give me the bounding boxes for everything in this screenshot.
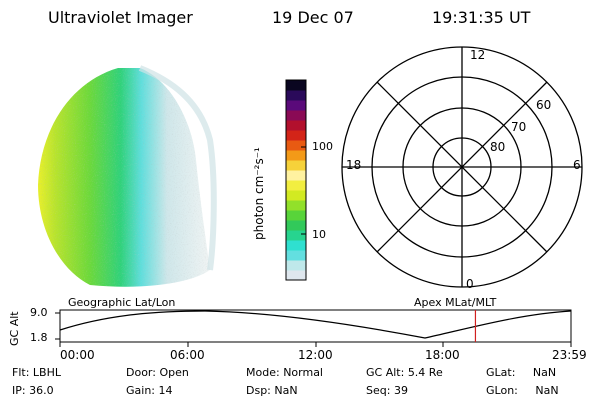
colorbar-cell (286, 160, 306, 171)
info-flt: Flt: LBHL (12, 366, 61, 379)
info-mode: Mode: Normal (246, 366, 323, 379)
timeline-left-title: Geographic Lat/Lon (68, 296, 176, 309)
colorbar-cell (286, 100, 306, 111)
info-ip-value: 36.0 (29, 384, 54, 397)
info-gc-alt: GC Alt: 5.4 Re (366, 366, 443, 379)
colorbar-cell (286, 190, 306, 201)
timeline-ytick-max: 9.0 (30, 306, 48, 319)
info-gc-alt-label: GC Alt: (366, 366, 405, 379)
info-door-label: Door: (126, 366, 156, 379)
info-gain: Gain: 14 (126, 384, 173, 397)
lat-label-70: 70 (511, 120, 527, 134)
info-gain-value: 14 (158, 384, 173, 397)
mlt-label-12: 12 (470, 48, 486, 62)
mlt-label-0: 0 (466, 277, 474, 291)
info-flt-value: LBHL (32, 366, 61, 379)
timeline-xtick-0: 00:00 (60, 348, 95, 362)
observation-date: 19 Dec 07 (272, 8, 354, 27)
info-glat: GLat: NaN (486, 366, 556, 379)
colorbar-cell (286, 180, 306, 191)
info-glon-value: NaN (535, 384, 559, 397)
info-dsp-label: Dsp: (246, 384, 271, 397)
lat-label-80: 80 (490, 140, 506, 154)
timeline-right-title: Apex MLat/MLT (414, 296, 497, 309)
info-seq-label: Seq: (366, 384, 391, 397)
info-glat-label: GLat: (486, 366, 516, 379)
info-ip-label: IP: (12, 384, 26, 397)
info-flt-label: Flt: (12, 366, 30, 379)
info-glat-value: NaN (532, 366, 557, 379)
colorbar-cell (286, 130, 306, 141)
colorbar-cell (286, 170, 306, 181)
colorbar-tick-100: 100 (312, 140, 333, 153)
info-gc-alt-value: 5.4 Re (407, 366, 443, 379)
instrument-title: Ultraviolet Imager (48, 8, 193, 27)
colorbar-cell (286, 260, 306, 271)
info-seq-value: 39 (393, 384, 408, 397)
info-door: Door: Open (126, 366, 189, 379)
colorbar-cell (286, 230, 306, 241)
timeline-xtick-4: 23:59 (552, 348, 587, 362)
mlt-label-6: 6 (573, 158, 581, 172)
colorbar-cell (286, 110, 306, 121)
colorbar-cell (286, 240, 306, 251)
timeline-xtick-2: 12:00 (298, 348, 333, 362)
colorbar-cell (286, 80, 306, 91)
colorbar-cell (286, 200, 306, 211)
info-dsp-value: NaN (274, 384, 298, 397)
lat-label-60: 60 (536, 98, 552, 112)
info-glon: GLon: NaN (486, 384, 559, 397)
info-glon-label: GLon: (486, 384, 518, 397)
info-mode-label: Mode: (246, 366, 280, 379)
colorbar-cell (286, 210, 306, 221)
info-mode-value: Normal (283, 366, 323, 379)
info-ip: IP: 36.0 (12, 384, 54, 397)
timeline-xtick-3: 18:00 (425, 348, 460, 362)
colorbar-cell (286, 140, 306, 151)
observation-time: 19:31:35 UT (432, 8, 531, 27)
colorbar-cell (286, 220, 306, 231)
colorbar-cell (286, 150, 306, 161)
timeline-ytick-min: 1.8 (30, 331, 48, 344)
colorbar-cell (286, 120, 306, 131)
colorbar-tick-10: 10 (312, 228, 326, 241)
colorbar-cell (286, 90, 306, 101)
colorbar-cell (286, 270, 306, 281)
colorbar-cell (286, 250, 306, 261)
info-dsp: Dsp: NaN (246, 384, 298, 397)
timeline-xtick-1: 06:00 (170, 348, 205, 362)
info-door-value: Open (159, 366, 189, 379)
colorbar (286, 80, 306, 281)
mlt-label-18: 18 (346, 158, 362, 172)
info-seq: Seq: 39 (366, 384, 408, 397)
info-gain-label: Gain: (126, 384, 155, 397)
